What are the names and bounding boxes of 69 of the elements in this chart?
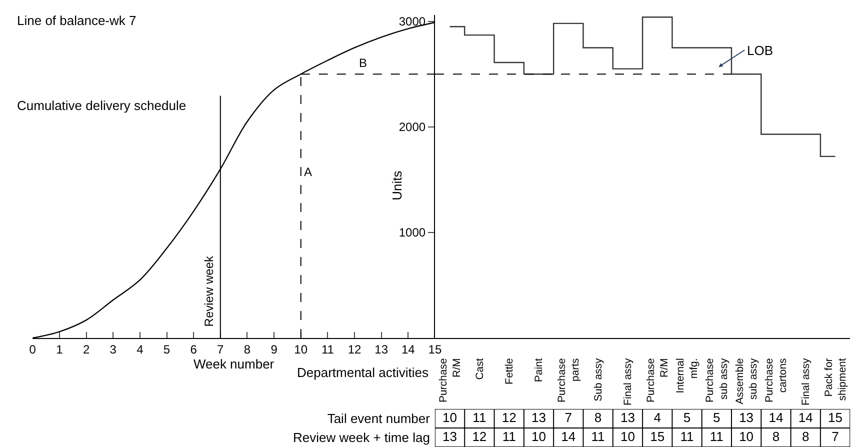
data-label: 10 <box>739 428 754 444</box>
annotation: Cumulative delivery schedule <box>17 98 186 113</box>
y-tick-label: Tail event number <box>327 411 431 426</box>
data-label: 15 <box>650 428 665 444</box>
x-tick-label: 2 <box>82 342 90 356</box>
x-tick-label: Purchase R/M <box>437 358 464 403</box>
x-tick-label: 15 <box>428 342 442 356</box>
x-tick-label: Internal mfg. <box>674 358 700 394</box>
data-label: 8 <box>594 410 602 425</box>
x-tick-label: Pack for shipment <box>822 358 849 401</box>
x-tick-label: 14 <box>401 342 416 356</box>
data-label: 10 <box>620 428 635 444</box>
data-label: 12 <box>472 428 487 444</box>
x-tick-label: Sub assy <box>592 357 604 402</box>
data-label: 15 <box>828 410 843 425</box>
data-label: 10 <box>442 410 458 425</box>
x-tick-label: 3 <box>110 342 117 356</box>
data-label: 13 <box>739 410 754 425</box>
data-label: 4 <box>654 410 661 425</box>
y-tick-label: 3000 <box>398 14 426 29</box>
x-axis-title: Departmental activities <box>297 365 429 380</box>
data-label: 11 <box>502 428 516 444</box>
data-label: 13 <box>442 428 458 444</box>
y-tick-label: 2000 <box>398 120 426 134</box>
data-label: 8 <box>802 428 810 444</box>
data-label: 14 <box>561 428 576 444</box>
x-tick-label: 5 <box>163 342 170 356</box>
data-label: 5 <box>683 410 691 425</box>
data-label: 11 <box>710 428 724 444</box>
y-axis-title: Units <box>389 170 404 200</box>
x-tick-label: 8 <box>244 342 251 356</box>
x-tick-label: 1 <box>56 342 64 356</box>
data-label: 7 <box>564 410 572 425</box>
data-label: 10 <box>532 428 546 444</box>
data-label: 11 <box>472 410 486 425</box>
data-label: 12 <box>502 410 516 425</box>
ref-line-label: B <box>359 56 368 70</box>
data-label: 5 <box>713 410 720 425</box>
data-label: 11 <box>591 428 605 444</box>
x-tick-label: 7 <box>217 342 224 356</box>
chart-title: Line of balance-wk 7 <box>17 13 136 28</box>
x-axis-title: Week number <box>193 356 275 372</box>
x-tick-label: Final assy <box>622 357 634 406</box>
x-tick-label: Fettle <box>503 358 516 384</box>
x-tick-label: 4 <box>136 342 144 356</box>
x-tick-label: 10 <box>294 342 308 356</box>
x-tick-label: Cast <box>474 358 486 380</box>
x-tick-label: 6 <box>190 342 198 356</box>
data-label: 14 <box>768 410 784 425</box>
data-label: 13 <box>620 410 635 425</box>
data-label: 11 <box>680 428 694 444</box>
x-tick-label: Paint <box>533 358 546 382</box>
y-tick-label: 1000 <box>398 226 426 240</box>
data-label: 14 <box>798 410 813 425</box>
data-label: 7 <box>832 428 839 444</box>
annotation: LOB <box>747 43 774 58</box>
x-tick-label: 13 <box>374 342 388 356</box>
x-tick-label: 11 <box>321 342 334 356</box>
data-label: 13 <box>532 410 546 425</box>
x-tick-label: Final assy <box>800 357 812 406</box>
x-tick-label: Purchase R/M <box>644 358 671 403</box>
data-label: 8 <box>772 428 780 444</box>
ref-line-label: Review week <box>202 255 216 327</box>
x-tick-label: Purchase parts <box>556 358 582 403</box>
ref-line-label: A <box>304 165 312 179</box>
y-tick-label: Review week + time lag <box>293 430 430 446</box>
x-tick-label: 12 <box>348 342 362 356</box>
x-tick-label: 9 <box>270 342 278 356</box>
x-tick-label: 0 <box>29 342 36 356</box>
